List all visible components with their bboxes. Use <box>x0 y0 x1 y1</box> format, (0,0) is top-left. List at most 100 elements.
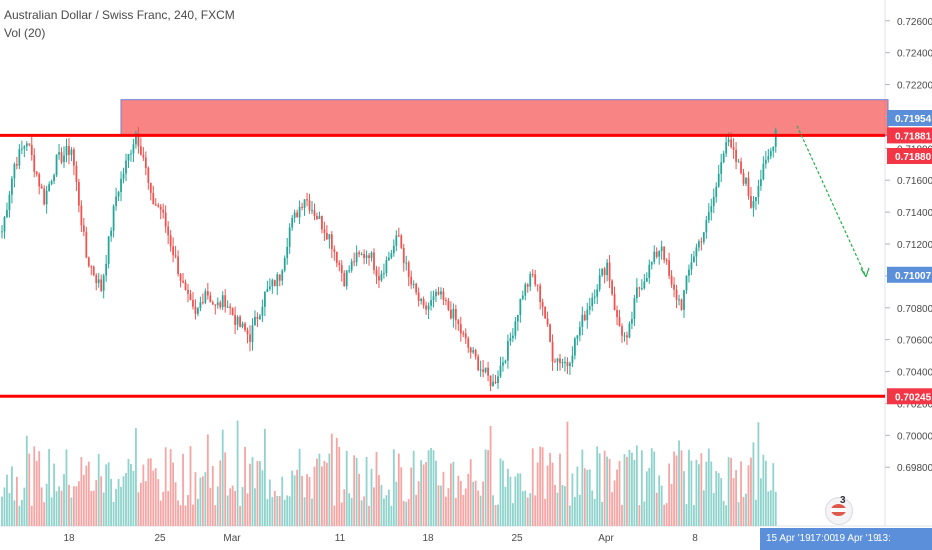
volume-bar <box>241 487 244 526</box>
volume-bar <box>447 488 450 526</box>
candle-body <box>683 290 685 310</box>
candle-body <box>742 173 745 184</box>
candle-body <box>596 289 599 297</box>
candle-body <box>653 251 656 262</box>
candle-body <box>502 362 504 366</box>
volume-bar <box>732 478 735 526</box>
candle-body <box>588 306 591 310</box>
candle-body <box>159 206 162 210</box>
candle-body <box>281 270 284 281</box>
volume-bar <box>368 505 370 526</box>
volume-bar <box>25 435 28 526</box>
volume-bar <box>638 505 641 526</box>
volume-bar <box>583 468 586 526</box>
candle-body <box>40 186 43 189</box>
volume-bar <box>276 496 279 526</box>
volume-bar <box>650 448 653 526</box>
volume-bar <box>256 460 259 526</box>
volume-bar <box>231 485 234 526</box>
candle-body <box>112 206 115 231</box>
volume-bar <box>370 468 373 526</box>
resistance-zone <box>120 99 889 137</box>
candle-body <box>296 212 299 218</box>
candle-body <box>387 257 390 261</box>
volume-bar <box>261 470 264 526</box>
candle-body <box>323 229 326 233</box>
candle-body <box>531 274 534 276</box>
volume-bar <box>390 505 393 526</box>
volume-bar <box>727 457 730 526</box>
volume-bar <box>561 484 564 526</box>
volume-bar <box>100 476 103 526</box>
flag-logo-icon[interactable]: 3 <box>825 495 853 525</box>
symbol-title: Australian Dollar / Swiss Franc, 240, FX… <box>4 8 235 22</box>
candle-body <box>182 280 184 283</box>
candle-body <box>407 262 410 277</box>
volume-bar <box>720 478 723 526</box>
candle-body <box>668 260 671 276</box>
y-tick-label: 0.70000 <box>897 431 932 442</box>
volume-bar <box>120 486 122 526</box>
volume-indicator-label[interactable]: Vol (20) <box>4 26 46 40</box>
candle-body <box>259 315 261 320</box>
x-tick-label: Apr <box>598 533 614 544</box>
volume-bar <box>730 457 733 526</box>
volume-bar <box>628 449 631 526</box>
candle-body <box>38 174 41 187</box>
volume-bar <box>549 452 551 526</box>
candle-body <box>693 256 695 263</box>
candle-body <box>117 191 120 197</box>
candle-body <box>33 154 36 172</box>
volume-bar <box>23 487 26 526</box>
volume-bar <box>259 461 261 526</box>
candle-body <box>601 268 604 276</box>
candle-body <box>28 143 31 145</box>
candle-body <box>573 338 576 356</box>
candle-body <box>767 156 770 160</box>
volume-bar <box>598 453 601 526</box>
candle-body <box>578 326 581 336</box>
candle-body <box>378 276 380 281</box>
volume-bar <box>454 497 457 526</box>
volume-bar <box>420 460 423 526</box>
candle-body <box>405 262 408 264</box>
candle-body <box>368 255 370 259</box>
volume-bar <box>194 472 197 526</box>
candle-body <box>489 375 492 387</box>
candle-body <box>613 294 616 311</box>
candle-body <box>325 232 328 240</box>
volume-bar <box>745 493 747 526</box>
volume-bar <box>593 499 596 526</box>
x-tick-label: 8 <box>692 533 698 544</box>
candle-body <box>236 316 239 325</box>
candle-body <box>626 335 628 338</box>
volume-bar <box>464 488 467 526</box>
volume-bar <box>102 492 105 526</box>
volume-bar <box>511 503 514 526</box>
volume-bar <box>663 504 666 526</box>
candle-body <box>127 154 130 161</box>
candle-body <box>459 324 462 334</box>
candle-body <box>507 341 509 361</box>
candle-body <box>172 246 175 256</box>
candle-body <box>343 273 346 287</box>
time-label: 19 Apr '19 <box>834 533 879 544</box>
candle-body <box>187 289 189 294</box>
volume-bar <box>591 490 594 526</box>
candle-body <box>474 350 477 357</box>
volume-bar <box>323 460 326 526</box>
candle-body <box>68 146 70 155</box>
volume-bar <box>179 505 182 526</box>
volume-bar <box>167 491 170 526</box>
volume-bar <box>695 459 698 526</box>
candle-body <box>621 326 623 336</box>
candle-body <box>87 257 90 266</box>
volume-bar <box>536 462 539 526</box>
candle-body <box>412 283 415 285</box>
volume-bar <box>683 471 685 526</box>
candle-body <box>266 289 269 293</box>
candle-body <box>737 161 740 163</box>
candle-body <box>591 297 594 307</box>
candle-body <box>206 291 209 296</box>
